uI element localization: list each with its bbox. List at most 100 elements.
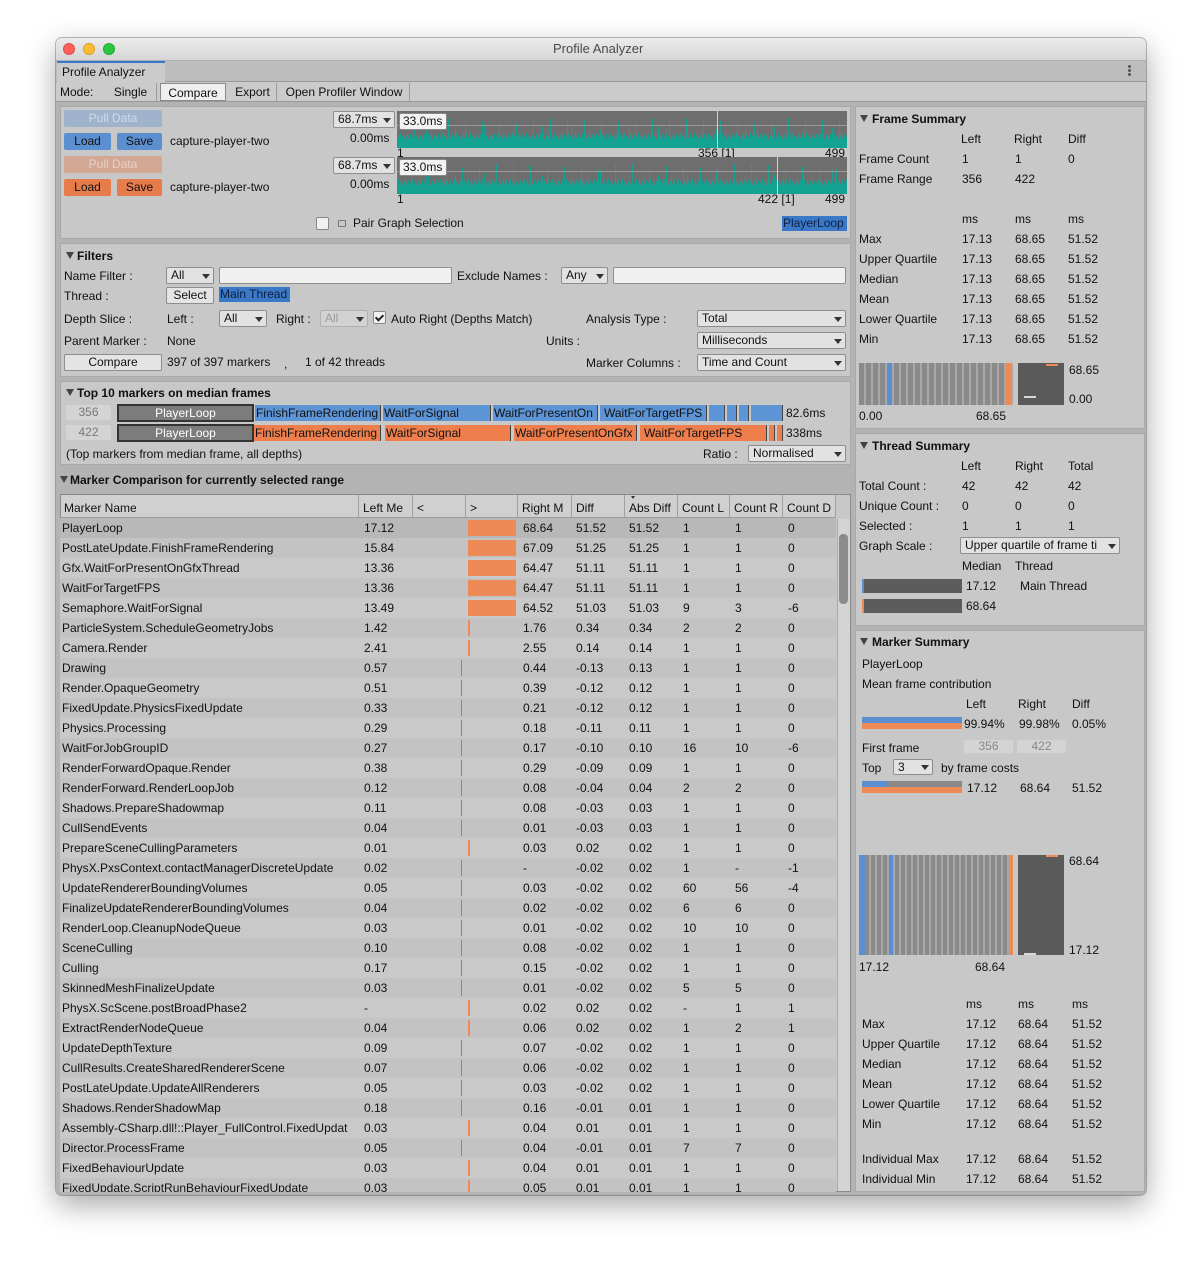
marker-segment[interactable]: FinishFrameRendering — [255, 405, 381, 421]
marker-segment[interactable] — [739, 405, 749, 421]
select-button[interactable]: Select — [166, 287, 214, 304]
table-row[interactable] — [60, 638, 836, 658]
marker-segment[interactable] — [727, 405, 737, 421]
marker-segment[interactable] — [769, 425, 775, 441]
units-dropdown[interactable]: Milliseconds — [697, 332, 846, 349]
table-row[interactable] — [60, 758, 836, 778]
column-header[interactable]: Count L — [678, 495, 730, 518]
marker-segment[interactable]: WaitForTargetFPS — [600, 405, 707, 421]
table-row[interactable] — [60, 918, 836, 938]
graph-max-dropdown[interactable]: 68.7ms — [333, 157, 395, 174]
column-header[interactable]: Marker Name — [60, 495, 359, 518]
text-field[interactable] — [613, 267, 846, 284]
mode-button[interactable]: Compare — [160, 83, 226, 101]
pull-data-button[interactable]: Pull Data — [64, 110, 162, 127]
column-header[interactable]: < — [413, 495, 466, 518]
table-row[interactable] — [60, 898, 836, 918]
table-row[interactable] — [60, 1138, 836, 1158]
column-header[interactable]: Right M — [518, 495, 572, 518]
ratio-dropdown[interactable]: Normalised — [748, 445, 846, 462]
table-row[interactable] — [60, 698, 836, 718]
marker-segment[interactable]: WaitForSignal — [383, 405, 491, 421]
table-row[interactable] — [60, 678, 836, 698]
save-button[interactable]: Save — [117, 179, 162, 196]
marker-segment[interactable]: FinishFrameRendering — [254, 425, 381, 441]
frame-time-graph[interactable] — [397, 157, 847, 194]
marker-segment[interactable]: PlayerLoop — [119, 406, 252, 420]
checkbox[interactable] — [373, 311, 386, 324]
column-header[interactable]: Count R — [730, 495, 783, 518]
table-row[interactable] — [60, 738, 836, 758]
table-row[interactable] — [60, 538, 836, 558]
table-row[interactable] — [60, 778, 836, 798]
mode-button[interactable]: Open Profiler Window — [279, 83, 410, 101]
graph-scale-dropdown[interactable]: Upper quartile of frame ti — [960, 537, 1120, 554]
marker-segment[interactable] — [709, 405, 725, 421]
table-row[interactable] — [60, 1058, 836, 1078]
exclude-dropdown[interactable]: Any — [561, 267, 608, 284]
table-row[interactable] — [60, 998, 836, 1018]
table-row[interactable] — [60, 858, 836, 878]
compare-button[interactable]: Compare — [64, 354, 162, 371]
marker-segment[interactable]: WaitForTargetFPS — [640, 425, 767, 441]
scrollbar[interactable] — [837, 519, 850, 1191]
marker-segment[interactable]: PlayerLoop — [119, 426, 252, 440]
marker-segment[interactable] — [751, 405, 783, 421]
table-row[interactable] — [60, 1098, 836, 1118]
load-button[interactable]: Load — [64, 133, 111, 150]
table-row[interactable] — [60, 1178, 836, 1192]
column-header[interactable]: Count D — [783, 495, 836, 518]
load-button[interactable]: Load — [64, 179, 111, 196]
frame-chip[interactable]: 356 — [964, 740, 1013, 753]
table-row[interactable] — [60, 618, 836, 638]
right-depth-dropdown[interactable]: All — [320, 310, 368, 327]
pull-data-button[interactable]: Pull Data — [64, 156, 162, 173]
scroll-thumb[interactable] — [839, 534, 848, 604]
name-filter-dropdown[interactable]: All — [166, 267, 214, 284]
column-header[interactable]: Abs Diff — [625, 495, 678, 518]
table-row[interactable] — [60, 578, 836, 598]
top-dropdown[interactable]: 3 — [893, 759, 933, 775]
table-row[interactable] — [60, 838, 836, 858]
table-row[interactable] — [60, 1158, 836, 1178]
table-row[interactable] — [60, 878, 836, 898]
column-header[interactable]: > — [466, 495, 518, 518]
table-row[interactable] — [60, 818, 836, 838]
menu-dot[interactable] — [1128, 65, 1131, 68]
marker-segment[interactable]: WaitForPresentOn — [493, 405, 598, 421]
mode-button[interactable]: Single — [105, 83, 157, 101]
menu-dot[interactable] — [1128, 73, 1131, 76]
column-header[interactable]: Diff — [572, 495, 625, 518]
marker-segment[interactable] — [777, 425, 783, 441]
text-field[interactable] — [219, 267, 452, 284]
table-row[interactable] — [60, 958, 836, 978]
tab-label[interactable]: Profile Analyzer — [62, 65, 146, 79]
mode-button[interactable]: Export — [229, 83, 277, 101]
window-control[interactable] — [103, 43, 115, 55]
table-row[interactable] — [60, 938, 836, 958]
frame-chip[interactable]: 422 — [1017, 740, 1066, 753]
table-row[interactable] — [60, 558, 836, 578]
table-row[interactable] — [60, 798, 836, 818]
analysis-dropdown[interactable]: Total — [697, 310, 846, 327]
marker-segment[interactable]: WaitForSignal — [385, 425, 511, 441]
table-row[interactable] — [60, 1078, 836, 1098]
column-header[interactable]: Left Me — [359, 495, 413, 518]
left-depth-dropdown[interactable]: All — [219, 310, 267, 327]
window-control[interactable] — [63, 43, 75, 55]
table-row[interactable] — [60, 518, 836, 538]
menu-dot[interactable] — [1128, 69, 1131, 72]
table-row[interactable] — [60, 1118, 836, 1138]
table-row[interactable] — [60, 598, 836, 618]
columns-dropdown[interactable]: Time and Count — [697, 354, 846, 371]
frame-time-graph[interactable] — [397, 111, 847, 148]
table-row[interactable] — [60, 1038, 836, 1058]
table-row[interactable] — [60, 978, 836, 998]
table-row[interactable] — [60, 718, 836, 738]
marker-segment[interactable]: WaitForPresentOnGfx — [514, 425, 637, 441]
table-row[interactable] — [60, 658, 836, 678]
save-button[interactable]: Save — [117, 133, 162, 150]
window-control[interactable] — [83, 43, 95, 55]
table-row[interactable] — [60, 1018, 836, 1038]
graph-max-dropdown[interactable]: 68.7ms — [333, 111, 395, 128]
